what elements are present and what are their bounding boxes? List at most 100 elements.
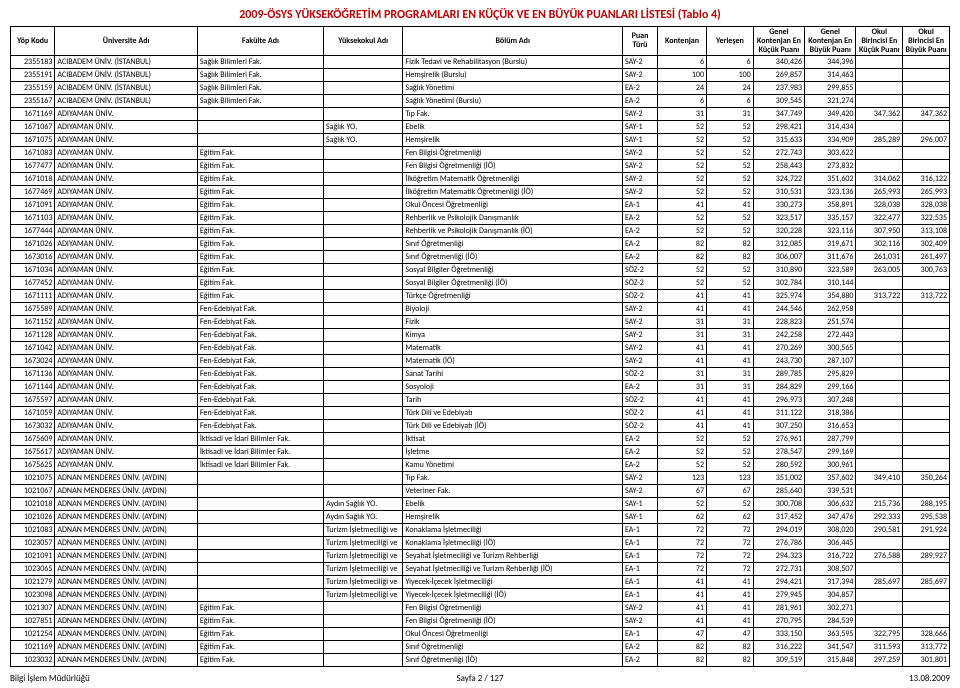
cell: 41 bbox=[657, 199, 706, 212]
cell bbox=[903, 446, 950, 459]
cell: ADIYAMAN ÜNİV. bbox=[55, 355, 197, 368]
cell bbox=[323, 95, 402, 108]
cell: 72 bbox=[657, 563, 706, 576]
cell: 261,497 bbox=[903, 251, 950, 264]
cell bbox=[856, 420, 903, 433]
cell: 41 bbox=[657, 589, 706, 602]
cell bbox=[323, 459, 402, 472]
cell: 311,593 bbox=[856, 641, 903, 654]
cell: 41 bbox=[657, 420, 706, 433]
cell: Biyoloji bbox=[403, 303, 623, 316]
cell: 285,697 bbox=[856, 576, 903, 589]
cell bbox=[323, 641, 402, 654]
cell: Aydın Sağlık YO. bbox=[323, 498, 402, 511]
cell: 72 bbox=[707, 550, 754, 563]
cell: 263,005 bbox=[856, 264, 903, 277]
cell: 1023065 bbox=[11, 563, 55, 576]
cell bbox=[323, 394, 402, 407]
cell: 309,545 bbox=[753, 95, 804, 108]
cell bbox=[903, 329, 950, 342]
cell bbox=[856, 446, 903, 459]
cell: 341,547 bbox=[805, 641, 856, 654]
cell bbox=[903, 563, 950, 576]
cell: 1671059 bbox=[11, 407, 55, 420]
cell: Sanat Tarihi bbox=[403, 368, 623, 381]
cell: 279,945 bbox=[753, 589, 804, 602]
cell: Fizik bbox=[403, 316, 623, 329]
cell: 242,258 bbox=[753, 329, 804, 342]
cell: Fen-Edebiyat Fak. bbox=[197, 420, 323, 433]
cell bbox=[323, 225, 402, 238]
cell: 321,274 bbox=[805, 95, 856, 108]
cell: 294,019 bbox=[753, 524, 804, 537]
cell bbox=[197, 524, 323, 537]
cell: 52 bbox=[707, 147, 754, 160]
table-row: 2355159ACIBADEM ÜNİV. (İSTANBUL)Sağlık B… bbox=[11, 82, 950, 95]
cell: 276,786 bbox=[753, 537, 804, 550]
cell: 82 bbox=[657, 654, 706, 667]
cell bbox=[323, 108, 402, 121]
cell: 41 bbox=[657, 303, 706, 316]
cell: Sosyoloji bbox=[403, 381, 623, 394]
cell: 317,452 bbox=[753, 511, 804, 524]
cell bbox=[197, 511, 323, 524]
cell bbox=[903, 433, 950, 446]
col-gk-kucuk: Genel Kontenjan En Küçük Puanı bbox=[753, 27, 804, 56]
cell bbox=[903, 95, 950, 108]
cell: EA-2 bbox=[622, 251, 657, 264]
cell: 244,546 bbox=[753, 303, 804, 316]
cell: 41 bbox=[657, 394, 706, 407]
cell: 1673024 bbox=[11, 355, 55, 368]
cell: Sağlık Bilimleri Fak. bbox=[197, 69, 323, 82]
cell: 298,421 bbox=[753, 121, 804, 134]
cell: 1671034 bbox=[11, 264, 55, 277]
cell bbox=[903, 342, 950, 355]
cell: 1671091 bbox=[11, 199, 55, 212]
cell: SÖZ-2 bbox=[622, 420, 657, 433]
cell: Veteriner Fak. bbox=[403, 485, 623, 498]
cell bbox=[323, 602, 402, 615]
cell: SAY-2 bbox=[622, 186, 657, 199]
cell: EA-2 bbox=[622, 82, 657, 95]
cell: 306,007 bbox=[753, 251, 804, 264]
cell: 72 bbox=[657, 537, 706, 550]
cell: ACIBADEM ÜNİV. (İSTANBUL) bbox=[55, 95, 197, 108]
cell bbox=[197, 472, 323, 485]
cell: 72 bbox=[707, 524, 754, 537]
cell: Turizm İşletmeciliği ve bbox=[323, 589, 402, 602]
cell: 31 bbox=[707, 329, 754, 342]
cell bbox=[903, 459, 950, 472]
cell bbox=[903, 485, 950, 498]
cell: Eğitim Fak. bbox=[197, 290, 323, 303]
cell: 1673016 bbox=[11, 251, 55, 264]
cell: 333,150 bbox=[753, 628, 804, 641]
cell: 24 bbox=[707, 82, 754, 95]
cell: Tıp Fak. bbox=[403, 472, 623, 485]
cell: 52 bbox=[707, 459, 754, 472]
cell: İktisat bbox=[403, 433, 623, 446]
cell bbox=[903, 82, 950, 95]
cell: ADIYAMAN ÜNİV. bbox=[55, 264, 197, 277]
cell: 1671067 bbox=[11, 121, 55, 134]
cell: 52 bbox=[657, 134, 706, 147]
cell: 323,116 bbox=[805, 225, 856, 238]
cell: 322,477 bbox=[856, 212, 903, 225]
cell: Sağlık YO. bbox=[323, 121, 402, 134]
cell: 228,823 bbox=[753, 316, 804, 329]
cell: Fen-Edebiyat Fak. bbox=[197, 303, 323, 316]
cell bbox=[323, 316, 402, 329]
cell: 72 bbox=[657, 550, 706, 563]
cell: Tıp Fak. bbox=[403, 108, 623, 121]
cell bbox=[323, 199, 402, 212]
cell: Sağlık Yönetimi (Burslu) bbox=[403, 95, 623, 108]
cell: EA-1 bbox=[622, 524, 657, 537]
cell: 335,157 bbox=[805, 212, 856, 225]
cell: 41 bbox=[657, 355, 706, 368]
table-row: 1021254ADNAN MENDERES ÜNİV. (AYDIN)Eğiti… bbox=[11, 628, 950, 641]
cell: SAY-1 bbox=[622, 498, 657, 511]
cell: Sınıf Öğretmenliği bbox=[403, 641, 623, 654]
cell bbox=[903, 381, 950, 394]
cell: 72 bbox=[707, 563, 754, 576]
cell: 52 bbox=[657, 147, 706, 160]
cell: 272,731 bbox=[753, 563, 804, 576]
